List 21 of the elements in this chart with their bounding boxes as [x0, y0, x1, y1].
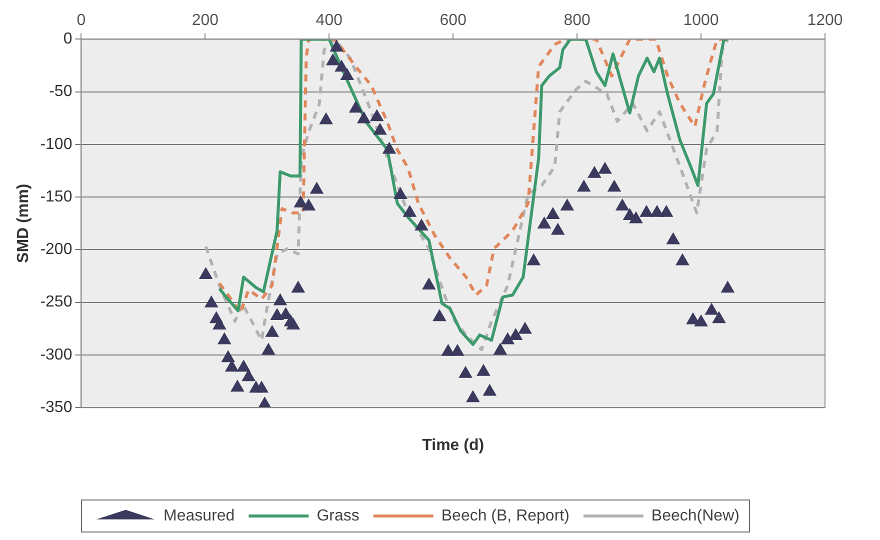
- y-tick-label: -200: [40, 241, 72, 258]
- y-tick-label: -150: [40, 188, 72, 206]
- x-tick-label: 1000: [683, 12, 719, 30]
- y-tick-label: -50: [49, 83, 72, 100]
- y-tick-label: -300: [40, 346, 72, 364]
- x-tick-label: 600: [440, 12, 467, 30]
- legend-label: Grass: [316, 507, 360, 524]
- x-tick-label: 200: [192, 12, 219, 30]
- y-tick-label: -350: [40, 399, 72, 416]
- x-tick-label: 800: [564, 12, 591, 30]
- x-tick-label: 400: [316, 12, 343, 30]
- x-tick-label: 0: [76, 12, 86, 30]
- legend-label: Measured: [164, 507, 235, 524]
- y-tick-label: 0: [63, 30, 72, 48]
- x-axis-title: Time (d): [422, 437, 484, 454]
- y-tick-label: -100: [40, 136, 72, 153]
- y-axis-title: SMD (mm): [15, 184, 32, 263]
- legend-label: Beech(New): [651, 507, 740, 524]
- x-tick-label: 1200: [807, 12, 843, 30]
- legend-label: Beech (B, Report): [441, 507, 570, 524]
- y-tick-label: -250: [40, 294, 72, 311]
